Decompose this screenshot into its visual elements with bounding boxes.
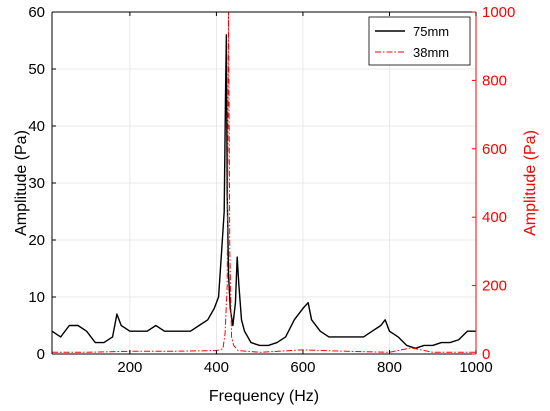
legend-label-75mm: 75mm [413, 24, 449, 39]
y-right-tick-label: 1000 [482, 4, 515, 21]
y-left-tick-label: 40 [28, 118, 45, 135]
grid-layer [52, 11, 477, 355]
x-tick-label: 600 [290, 359, 315, 376]
y-right-tick-label: 600 [482, 141, 507, 158]
series-line-38mm [52, 11, 476, 353]
y-right-tick-label: 0 [482, 346, 490, 363]
y-left-tick-label: 30 [28, 175, 45, 192]
y-axis-left-label: Amplitude (Pa) [13, 130, 30, 236]
x-tick-label: 1000 [459, 359, 492, 376]
y-left-tick-label: 0 [37, 346, 45, 363]
y-right-tick-label: 200 [482, 278, 507, 295]
y-left-tick-label: 50 [28, 61, 45, 78]
x-tick-label: 800 [377, 359, 402, 376]
series-line-75mm [51, 34, 476, 349]
x-axis-label: Frequency (Hz) [209, 388, 319, 405]
axis-layer: 200 400 600 800 1000010203040506002004006008… [28, 4, 515, 376]
x-tick-label: 400 [204, 359, 229, 376]
legend: 75mm 38mm [368, 16, 471, 66]
x-tick-label: 200 [117, 359, 142, 376]
legend-box [368, 16, 471, 66]
y-left-tick-label: 60 [28, 4, 45, 21]
y-left-tick-label: 10 [28, 289, 45, 306]
y-axis-right-label: Amplitude (Pa) [522, 130, 539, 236]
y-right-tick-label: 400 [482, 209, 507, 226]
series-layer [51, 11, 476, 353]
y-left-tick-label: 20 [28, 232, 45, 249]
legend-label-38mm: 38mm [413, 45, 449, 60]
y-right-tick-label: 800 [482, 72, 507, 89]
